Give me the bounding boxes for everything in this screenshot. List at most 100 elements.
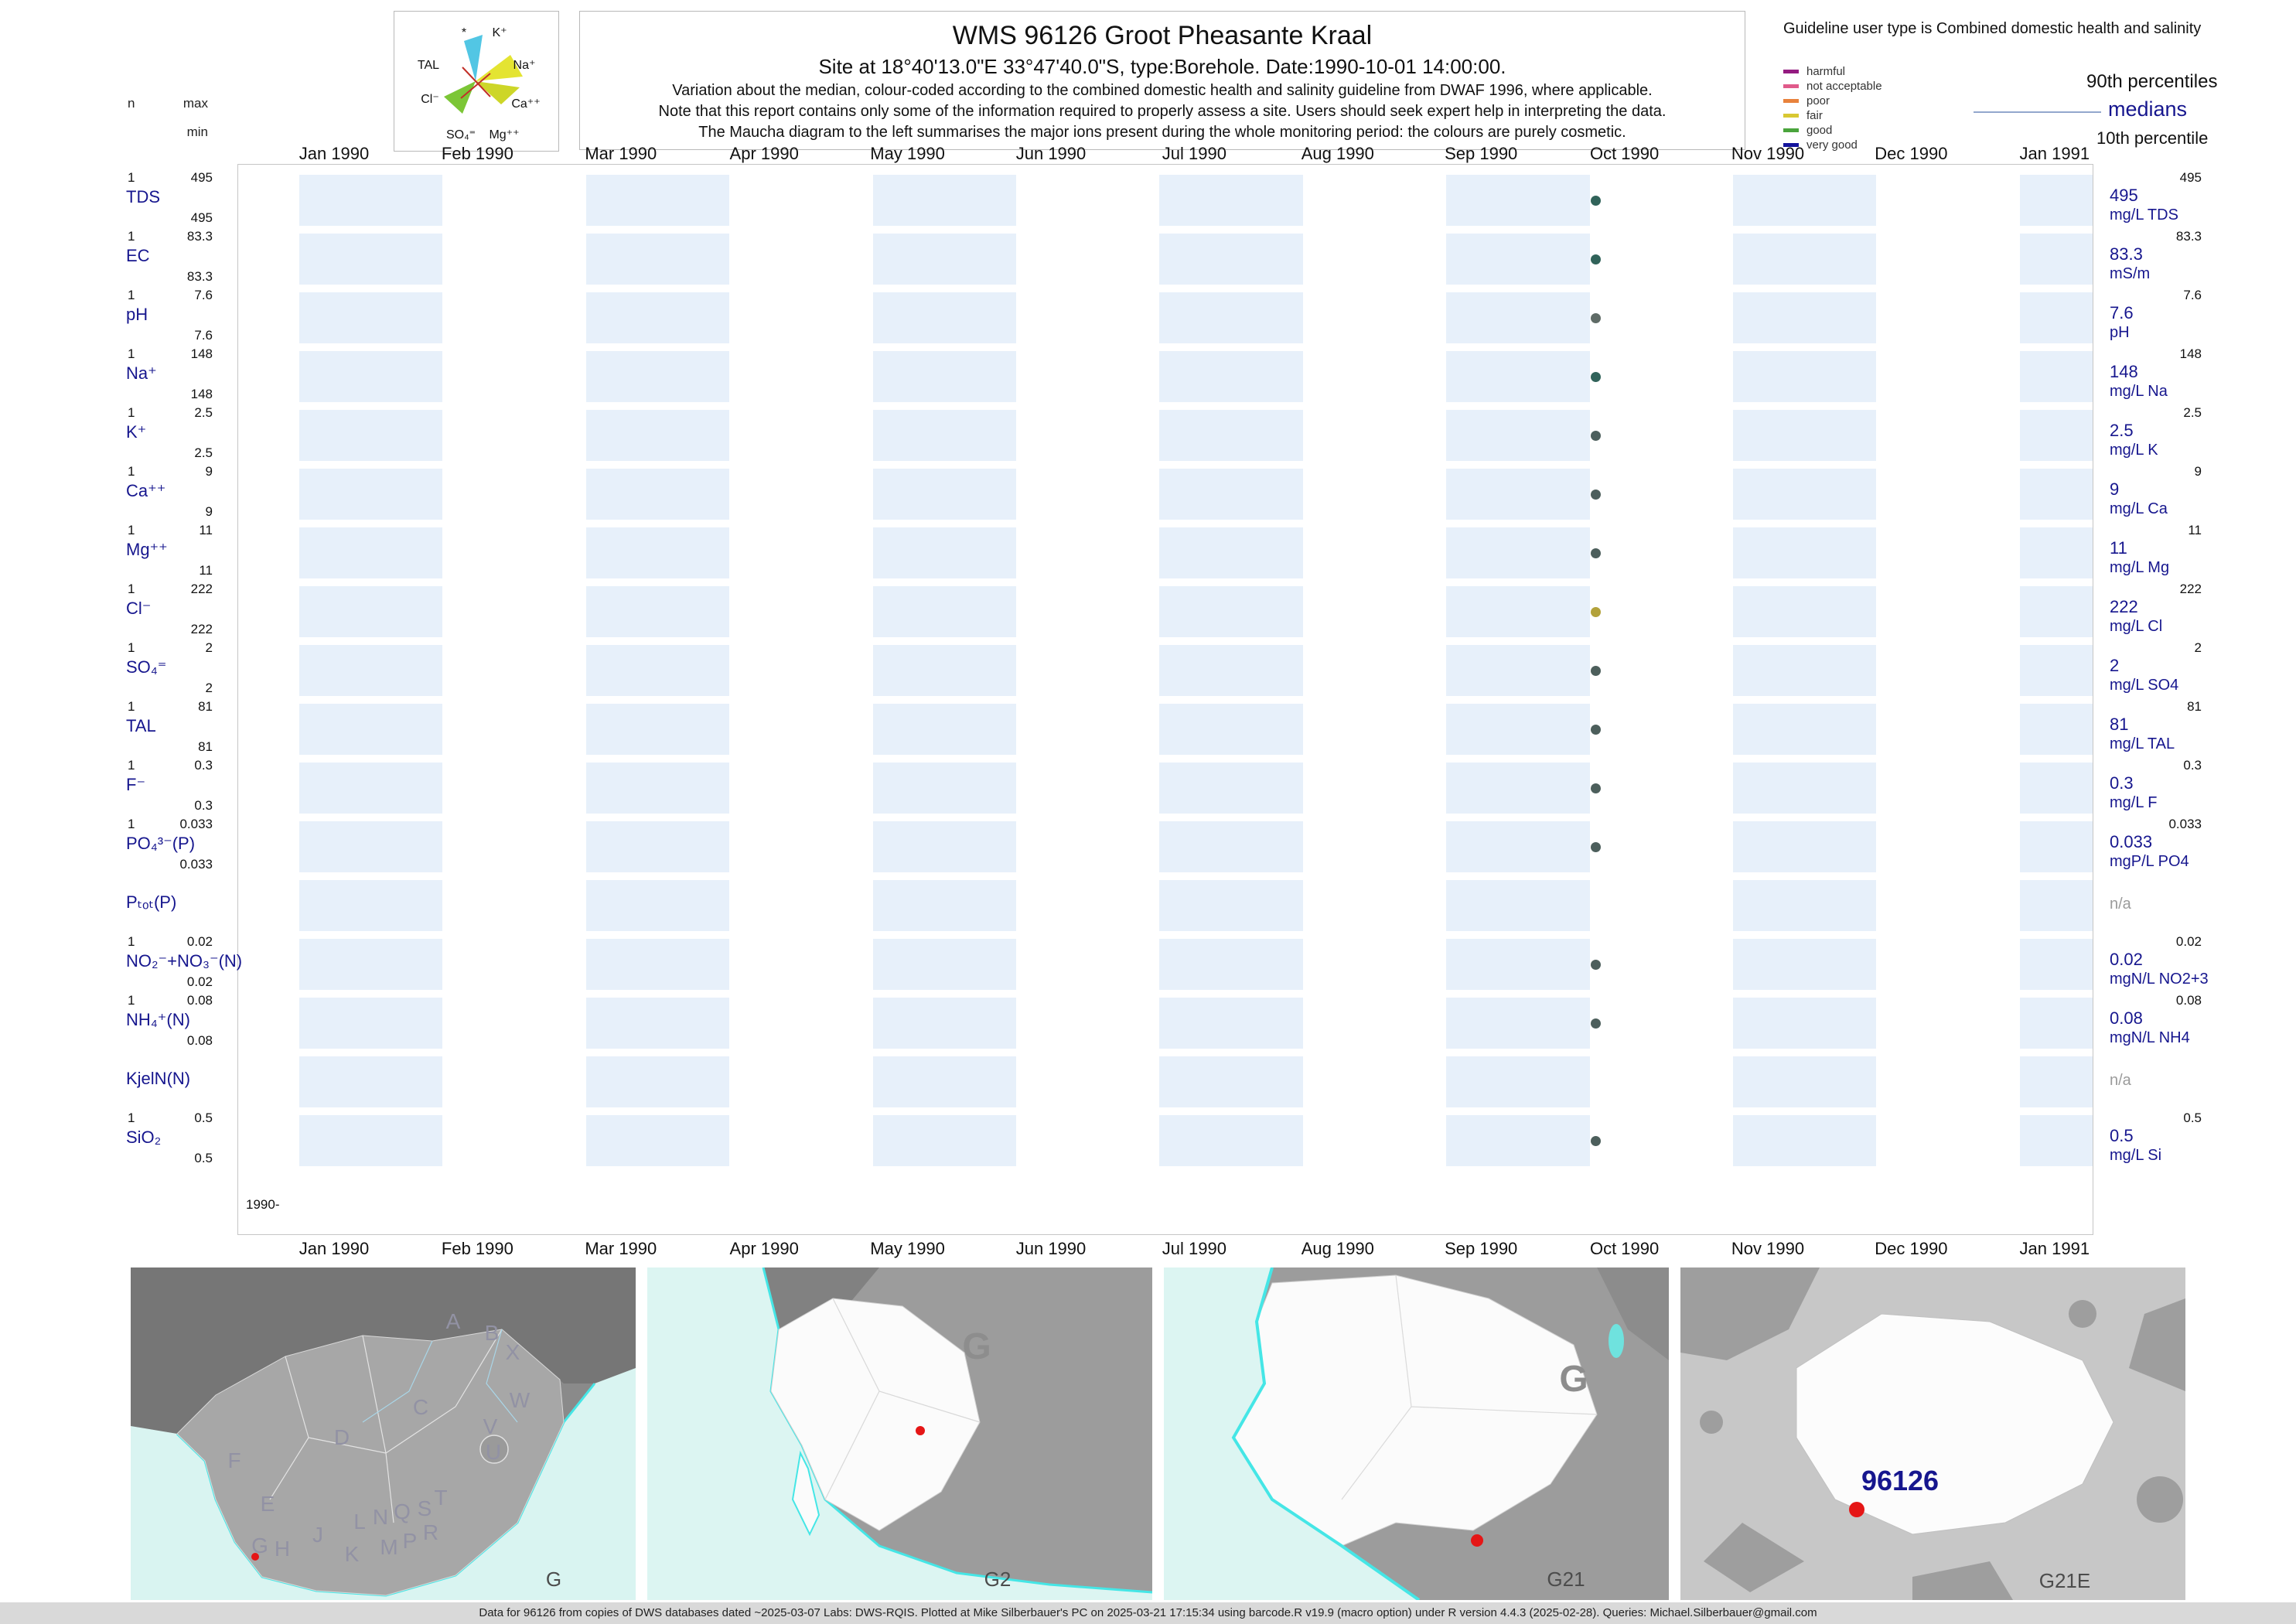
month-stripe — [1159, 763, 1303, 814]
param-stats-right: 9 9 mg/L Ca — [2103, 464, 2204, 526]
median-value: 81 — [2110, 715, 2129, 734]
map-panel-label: G21E — [2039, 1569, 2091, 1592]
p90-value: 2.5 — [2183, 405, 2202, 420]
month-stripe — [1733, 880, 1877, 931]
drainage-region-letter: J — [312, 1523, 323, 1547]
month-stripe — [1159, 1056, 1303, 1107]
month-stripe — [872, 645, 1016, 696]
month-stripe — [1159, 586, 1303, 637]
param-label: Cl⁻ — [126, 599, 152, 618]
legend-class: fair — [1783, 109, 1953, 123]
map-catchment-region — [1796, 1313, 2114, 1535]
map-g21-catchment: G G21 — [1164, 1267, 1669, 1600]
param-stats-left: SiO₂ 1 0.5 0.5 — [126, 1111, 213, 1172]
month-stripe — [1159, 175, 1303, 226]
min-value: 0.08 — [186, 1033, 213, 1048]
param-stats-right: 0.033 0.033 mgP/L PO4 — [2103, 817, 2204, 879]
sample-count: 1 — [128, 758, 135, 773]
map-peninsula — [791, 1450, 820, 1537]
month-tick-label: Nov 1990 — [1731, 1239, 1805, 1258]
month-stripe — [2019, 880, 2093, 931]
month-stripe — [585, 410, 730, 461]
unit-label: mg/L SO4 — [2110, 677, 2179, 694]
month-stripe — [1733, 1056, 1877, 1107]
month-stripe — [2019, 469, 2093, 520]
month-stripe — [1159, 410, 1303, 461]
month-stripe — [872, 998, 1016, 1049]
param-label: NO₂⁻+NO₃⁻(N) — [126, 951, 243, 971]
median-value: 0.02 — [2110, 950, 2143, 969]
sample-count: 1 — [128, 170, 135, 185]
month-stripe — [872, 939, 1016, 990]
min-value: 2 — [205, 681, 213, 695]
median-value: 148 — [2110, 362, 2138, 381]
param-stats-right: 7.6 7.6 pH — [2103, 288, 2204, 350]
month-stripe — [1446, 763, 1590, 814]
sample-count: 1 — [128, 464, 135, 479]
legend-class: good — [1783, 124, 1953, 138]
medians-label: medians — [2108, 97, 2188, 121]
month-tick-label: Nov 1990 — [1731, 144, 1805, 163]
map-enclave — [479, 1435, 509, 1464]
x-axis-top: Jan 1990 Feb 1990 Mar 1990 Apr 1990 May 1990… — [0, 144, 2296, 164]
month-stripe — [299, 763, 443, 814]
drainage-region-letter: P — [403, 1529, 418, 1553]
month-stripe — [2019, 292, 2093, 343]
param-stats-right: 81 81 mg/L TAL — [2103, 699, 2204, 761]
param-stats-right: 0.08 0.08 mgN/L NH4 — [2103, 993, 2204, 1055]
axis-origin-label: 1990- — [246, 1197, 280, 1212]
median-value: 0.033 — [2110, 832, 2153, 851]
sample-count: 1 — [128, 1111, 135, 1125]
map-lake — [1609, 1324, 1624, 1358]
min-value: 222 — [190, 622, 213, 636]
month-stripe — [2019, 939, 2093, 990]
p90-value: 0.033 — [2168, 817, 2202, 831]
unit-label: mgN/L NH4 — [2110, 1029, 2190, 1046]
map-ocean — [647, 1267, 1152, 1600]
month-stripe — [299, 1056, 443, 1107]
param-row-band — [238, 645, 2093, 696]
param-row-band — [238, 880, 2093, 931]
month-stripe — [872, 292, 1016, 343]
sample-point — [1590, 489, 1601, 500]
p90-label: 90th percentiles — [2086, 71, 2218, 92]
unit-label: mg/L TDS — [2110, 206, 2178, 223]
min-value: 7.6 — [194, 328, 213, 343]
legend-swatch — [1783, 114, 1799, 118]
site-marker — [1471, 1534, 1483, 1547]
param-label: Pₜₒₜ(P) — [126, 892, 177, 912]
unit-label: mg/L Si — [2110, 1147, 2162, 1164]
note-maucha: The Maucha diagram to the left summarise… — [698, 124, 1626, 141]
maucha-shape — [464, 35, 483, 81]
legend-class: very good — [1783, 138, 1953, 152]
month-stripe — [1733, 1115, 1877, 1166]
month-tick-label: Jan 1990 — [299, 1239, 370, 1258]
month-stripe — [299, 469, 443, 520]
map-panel-label: G21 — [1547, 1568, 1585, 1591]
sample-point — [1590, 1135, 1601, 1146]
param-stats-right: 0.5 0.5 mg/L Si — [2103, 1111, 2204, 1172]
param-row-band — [238, 410, 2093, 461]
drainage-region-letter: H — [275, 1537, 290, 1561]
month-stripe — [872, 469, 1016, 520]
month-stripe — [1733, 763, 1877, 814]
param-row-band — [238, 1056, 2093, 1107]
map-patch — [1680, 1267, 1820, 1360]
param-stats-right: 148 148 mg/L Na — [2103, 346, 2204, 408]
param-row-band — [238, 939, 2093, 990]
month-tick-label: Dec 1990 — [1875, 1239, 1948, 1258]
param-stats-right: 222 222 mg/L Cl — [2103, 582, 2204, 643]
month-stripe — [585, 234, 730, 285]
sample-count: 1 — [128, 405, 135, 420]
p90-value: 148 — [2179, 346, 2202, 361]
drainage-region-letter: F — [227, 1448, 241, 1472]
legend-swatch — [1783, 70, 1799, 73]
site-info: Site at 18°40'13.0"E 33°47'40.0"S, type:… — [818, 55, 1506, 78]
month-stripe — [2019, 998, 2093, 1049]
month-stripe — [585, 175, 730, 226]
max-value: 7.6 — [194, 288, 213, 302]
month-tick-label: Jul 1990 — [1162, 144, 1226, 163]
guideline-legend: Guideline user type is Combined domestic… — [1771, 15, 2293, 162]
param-label: EC — [126, 246, 150, 265]
